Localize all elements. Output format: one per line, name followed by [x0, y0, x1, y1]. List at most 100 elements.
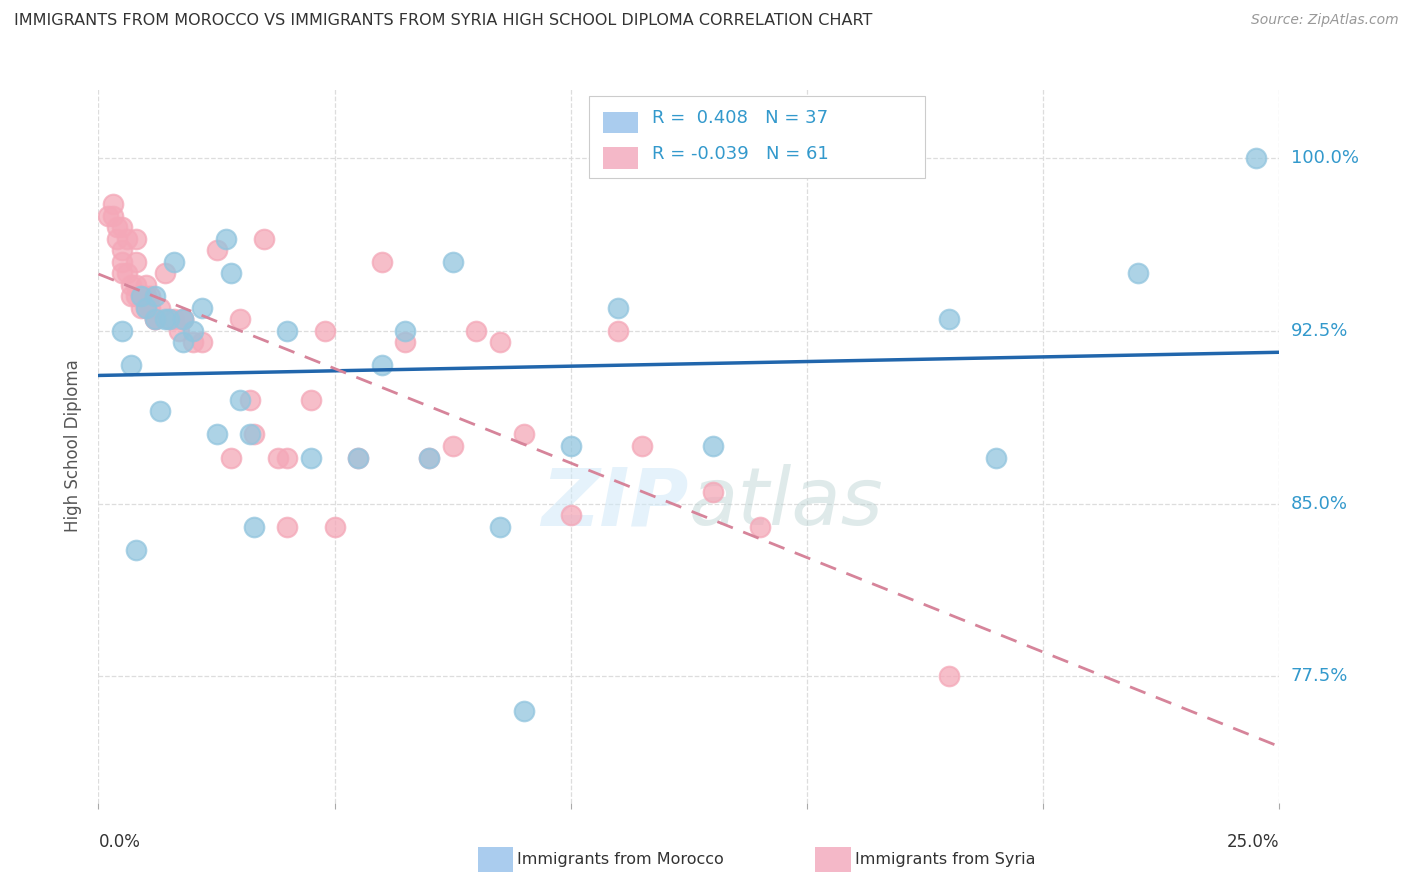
- Point: [215, 232, 238, 246]
- Point: [418, 450, 440, 465]
- Point: [143, 312, 166, 326]
- Text: Immigrants from Morocco: Immigrants from Morocco: [517, 853, 724, 867]
- Text: 25.0%: 25.0%: [1227, 833, 1279, 851]
- Point: [143, 312, 166, 326]
- Point: [465, 324, 488, 338]
- Point: [512, 704, 534, 718]
- Point: [163, 312, 186, 326]
- Point: [157, 312, 180, 326]
- Point: [748, 519, 770, 533]
- Point: [129, 289, 152, 303]
- Point: [702, 485, 724, 500]
- Text: 77.5%: 77.5%: [1291, 667, 1348, 685]
- Point: [167, 324, 190, 338]
- Bar: [603, 112, 638, 133]
- Point: [276, 519, 298, 533]
- Point: [135, 301, 157, 315]
- Point: [323, 519, 346, 533]
- Point: [607, 301, 630, 315]
- Point: [101, 209, 124, 223]
- Point: [229, 392, 252, 407]
- Point: [139, 289, 162, 303]
- Point: [267, 450, 290, 465]
- Point: [121, 359, 143, 373]
- Point: [181, 335, 204, 350]
- Point: [172, 312, 194, 326]
- Point: [172, 335, 194, 350]
- Point: [163, 255, 186, 269]
- Text: 100.0%: 100.0%: [1291, 149, 1358, 168]
- Point: [125, 542, 148, 557]
- Text: IMMIGRANTS FROM MOROCCO VS IMMIGRANTS FROM SYRIA HIGH SCHOOL DIPLOMA CORRELATION: IMMIGRANTS FROM MOROCCO VS IMMIGRANTS FR…: [14, 13, 873, 29]
- Point: [105, 232, 128, 246]
- Point: [219, 450, 242, 465]
- Point: [115, 232, 138, 246]
- Point: [299, 392, 322, 407]
- Point: [253, 232, 276, 246]
- Point: [149, 404, 172, 418]
- Point: [441, 439, 464, 453]
- Point: [1126, 266, 1149, 280]
- Point: [125, 289, 148, 303]
- Point: [143, 289, 166, 303]
- Point: [129, 301, 152, 315]
- Bar: [603, 147, 638, 169]
- Point: [172, 312, 194, 326]
- Point: [181, 324, 204, 338]
- Point: [172, 312, 194, 326]
- Point: [121, 289, 143, 303]
- Point: [191, 335, 214, 350]
- FancyBboxPatch shape: [589, 96, 925, 178]
- Point: [371, 359, 394, 373]
- Text: 85.0%: 85.0%: [1291, 494, 1347, 513]
- Text: Source: ZipAtlas.com: Source: ZipAtlas.com: [1251, 13, 1399, 28]
- Point: [135, 277, 157, 292]
- Point: [135, 289, 157, 303]
- Point: [243, 427, 266, 442]
- Point: [276, 450, 298, 465]
- Text: atlas: atlas: [689, 464, 884, 542]
- Point: [560, 439, 582, 453]
- Y-axis label: High School Diploma: High School Diploma: [65, 359, 83, 533]
- Text: R = -0.039   N = 61: R = -0.039 N = 61: [652, 145, 830, 162]
- Point: [276, 324, 298, 338]
- Point: [347, 450, 370, 465]
- Point: [938, 312, 960, 326]
- Point: [153, 312, 176, 326]
- Point: [191, 301, 214, 315]
- Point: [135, 301, 157, 315]
- Text: 92.5%: 92.5%: [1291, 322, 1348, 340]
- Point: [394, 335, 416, 350]
- Point: [630, 439, 652, 453]
- Point: [205, 427, 228, 442]
- Point: [125, 232, 148, 246]
- Point: [149, 301, 172, 315]
- Point: [111, 266, 134, 280]
- Point: [111, 244, 134, 258]
- Point: [143, 312, 166, 326]
- Text: 0.0%: 0.0%: [98, 833, 141, 851]
- Point: [489, 519, 512, 533]
- Point: [115, 266, 138, 280]
- Point: [105, 220, 128, 235]
- Point: [239, 392, 262, 407]
- Point: [418, 450, 440, 465]
- Text: R =  0.408   N = 37: R = 0.408 N = 37: [652, 110, 828, 128]
- Point: [394, 324, 416, 338]
- Point: [314, 324, 336, 338]
- Point: [205, 244, 228, 258]
- Point: [153, 266, 176, 280]
- Point: [97, 209, 120, 223]
- Point: [441, 255, 464, 269]
- Point: [125, 255, 148, 269]
- Point: [139, 301, 162, 315]
- Point: [607, 324, 630, 338]
- Text: Immigrants from Syria: Immigrants from Syria: [855, 853, 1035, 867]
- Point: [239, 427, 262, 442]
- Point: [702, 439, 724, 453]
- Point: [371, 255, 394, 269]
- Point: [129, 289, 152, 303]
- Point: [111, 255, 134, 269]
- Point: [157, 312, 180, 326]
- Point: [1244, 151, 1267, 165]
